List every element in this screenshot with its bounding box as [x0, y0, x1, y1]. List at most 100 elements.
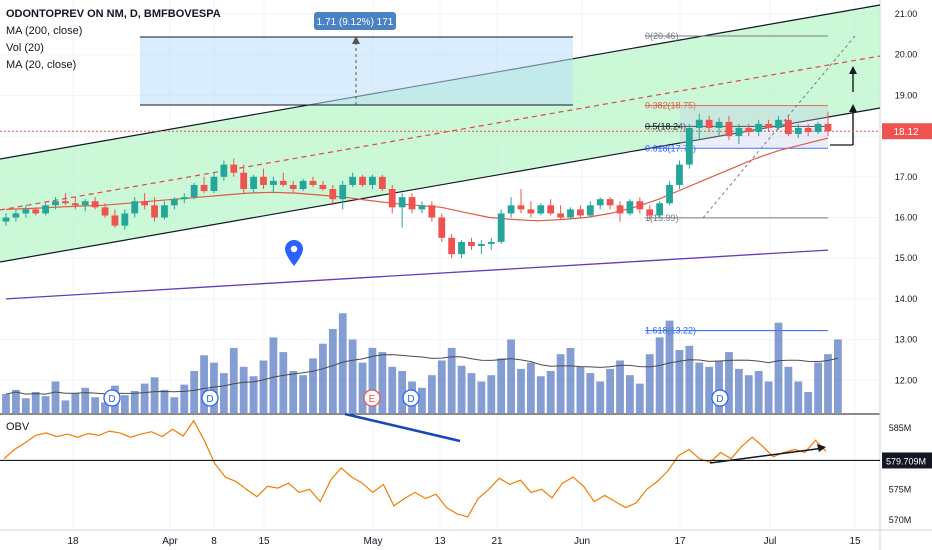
candle-body — [586, 205, 594, 216]
candle-body — [497, 213, 505, 242]
channel-fill — [0, 5, 880, 262]
candle-body — [606, 199, 614, 206]
obv-value-badge — [882, 452, 932, 469]
candle-body — [596, 199, 604, 206]
volume-bar — [120, 395, 129, 413]
volume-bar — [358, 362, 367, 413]
time-tick-label: 15 — [258, 536, 270, 547]
volume-bar — [348, 339, 357, 413]
volume-bar — [665, 320, 674, 413]
candle-body — [408, 197, 416, 210]
volume-bar — [249, 376, 258, 413]
volume-bar — [299, 375, 308, 413]
volume-bar — [606, 368, 615, 413]
candle-body — [131, 201, 139, 214]
fib-level-label: 1(15.99) — [645, 213, 679, 223]
volume-bar — [338, 313, 347, 413]
candle-body — [190, 184, 198, 198]
candle-body — [329, 189, 337, 200]
candle-body — [487, 241, 495, 244]
price-tick-label: 20.00 — [895, 50, 918, 60]
candle-body — [824, 123, 832, 132]
volume-bar — [526, 362, 535, 413]
obv-value-label: 579.709M — [886, 456, 926, 466]
volume-bar — [626, 375, 634, 413]
current-price-badge — [882, 123, 932, 140]
candle-body — [695, 119, 703, 128]
candle-body — [705, 119, 713, 128]
event-badge-label: D — [407, 394, 414, 405]
volume-bar — [279, 352, 288, 413]
candle-body — [111, 215, 119, 226]
dividend-badge — [711, 389, 729, 407]
ma200-line — [5, 249, 829, 300]
projection-arrow-2-head — [849, 104, 857, 112]
channel-lower-line — [0, 107, 881, 263]
indicator-ma200[interactable]: MA (200, close) — [6, 25, 83, 37]
volume-bar — [437, 360, 446, 413]
volume-bar — [764, 381, 773, 413]
volume-bar — [734, 368, 743, 413]
obv-line — [3, 419, 827, 518]
candle-body — [151, 205, 158, 218]
volume-bar — [180, 384, 189, 413]
indicator-ma20[interactable]: MA (20, close) — [6, 59, 77, 71]
current-price-label: 18.12 — [893, 127, 918, 138]
volume-bar — [774, 322, 783, 413]
measure-label: 1.71 (9.12%) 171 — [317, 17, 394, 28]
volume-bar — [51, 381, 60, 413]
time-tick-label: Jun — [574, 536, 590, 547]
candle-body — [794, 127, 802, 135]
candle-body — [52, 201, 59, 206]
candle-body — [62, 201, 69, 204]
volume-bar — [834, 339, 842, 413]
volume-bar — [814, 362, 822, 413]
candle-body — [240, 172, 248, 190]
candle-body — [32, 209, 40, 214]
volume-bar — [566, 347, 575, 413]
time-tick-label: Apr — [162, 536, 178, 547]
volume-bar — [130, 390, 139, 413]
candle-body — [369, 176, 376, 185]
price-tick-label: 19.00 — [895, 90, 918, 100]
volume-bar — [328, 329, 337, 413]
volume-bar — [427, 375, 436, 413]
candle-body — [349, 176, 357, 185]
indicator-volume[interactable]: Vol (20) — [6, 42, 44, 54]
candle-body — [775, 119, 782, 128]
volume-bar — [596, 381, 605, 413]
time-tick-label: 21 — [491, 536, 503, 547]
chart-legend: ODONTOPREV ON NM, D, BMFBOVESPA MA (200,… — [6, 6, 221, 74]
candle-body — [250, 176, 257, 190]
volume-bar — [497, 358, 506, 413]
candle-body — [537, 205, 545, 214]
volume-bar — [309, 358, 317, 413]
volume-bar — [804, 392, 813, 413]
candle-body — [745, 127, 753, 133]
time-tick-label: 8 — [211, 536, 217, 547]
volume-bar — [536, 376, 545, 413]
candle-body — [200, 184, 208, 192]
candle-body — [101, 207, 109, 216]
volume-bar — [150, 377, 159, 413]
candle-body — [507, 205, 515, 214]
candle-body — [398, 197, 406, 208]
candle-body — [91, 201, 99, 208]
candle-body — [477, 243, 485, 246]
candle-body — [626, 201, 634, 214]
obv-pane-title[interactable]: OBV — [6, 421, 30, 433]
candle-body — [42, 205, 50, 214]
volume-bar — [457, 365, 466, 413]
volume-bar — [259, 360, 268, 413]
volume-bar — [467, 373, 476, 413]
volume-bar — [2, 394, 10, 413]
fib-level-label: 0.382(18.75) — [645, 101, 696, 111]
volume-bar — [210, 362, 218, 413]
candle-body — [765, 123, 772, 128]
candle-body — [527, 209, 535, 214]
price-tick-label: 14.00 — [895, 294, 918, 304]
candle-body — [428, 205, 436, 218]
volume-bar — [507, 339, 515, 413]
